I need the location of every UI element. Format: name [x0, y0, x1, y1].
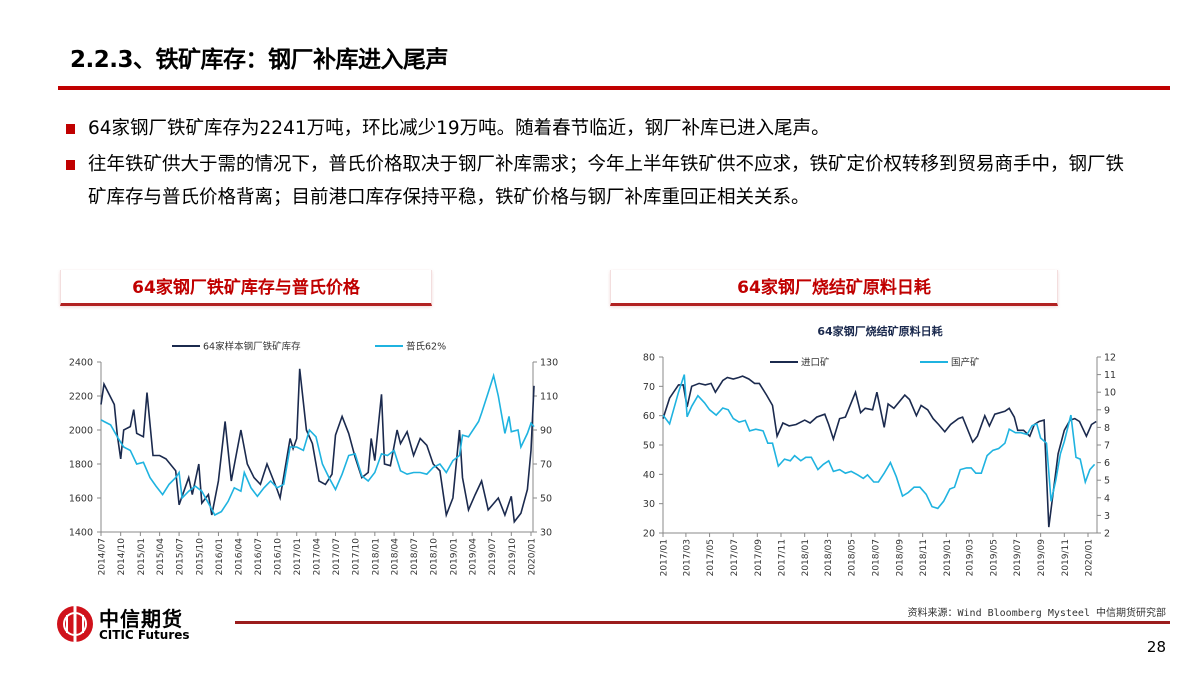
y-tick-label-left: 2400	[69, 358, 93, 369]
x-tick-label: 2019/03	[966, 539, 976, 576]
chart-box-title-right: 64家钢厂烧结矿原料日耗	[610, 270, 1058, 306]
x-tick-label: 2019/09	[1037, 539, 1047, 577]
x-tick-label: 2015/04	[156, 538, 166, 576]
x-tick-label: 2015/10	[195, 538, 205, 576]
x-tick-label: 2019/04	[469, 538, 479, 576]
series-line-light	[662, 374, 1096, 510]
y-tick-label-right: 130	[540, 358, 558, 369]
series-line-light	[100, 372, 535, 517]
y-tick-label-left: 2200	[69, 392, 93, 403]
legend-label: 国产矿	[951, 357, 980, 369]
legend-label: 进口矿	[801, 357, 830, 369]
x-tick-label: 2016/10	[274, 538, 284, 576]
y-tick-label-left: 2000	[69, 426, 93, 437]
x-tick-label: 2014/07	[98, 538, 108, 575]
x-tick-label: 2017/10	[352, 538, 362, 576]
series-line-dark	[100, 368, 535, 524]
chart2-title: 64家钢厂烧结矿原料日耗	[817, 324, 942, 338]
title-divider	[58, 86, 1170, 90]
logo-text-cn: 中信期货	[99, 607, 183, 631]
x-tick-label: 2020/01	[528, 538, 538, 575]
x-tick-label: 2015/01	[137, 538, 147, 575]
y-tick-label-left: 1800	[69, 460, 93, 471]
x-tick-label: 2017/05	[706, 539, 716, 576]
citic-logo-icon	[57, 606, 93, 642]
bullet-text: 64家钢厂铁矿库存为2241万吨，环比减少19万吨。随着春节临近，钢厂补库已进入…	[88, 118, 830, 139]
y-tick-label-left: 1600	[69, 494, 93, 505]
bullet-1: 64家钢厂铁矿库存为2241万吨，环比减少19万吨。随着春节临近，钢厂补库已进入…	[66, 112, 1126, 145]
x-tick-label: 2016/07	[254, 538, 264, 575]
footer-divider	[235, 621, 1170, 624]
x-tick-label: 2018/01	[801, 539, 811, 576]
page-title: 2.2.3、铁矿库存：钢厂补库进入尾声	[70, 47, 449, 73]
x-tick-label: 2019/01	[449, 538, 459, 575]
x-tick-label: 2017/11	[777, 539, 787, 576]
y-tick-label-right: 2	[1104, 529, 1110, 540]
legend-label: 普氏62%	[406, 341, 446, 353]
y-tick-label-right: 11	[1104, 370, 1116, 381]
x-tick-label: 2017/07	[730, 539, 740, 576]
x-tick-label: 2019/10	[508, 538, 518, 576]
x-tick-label: 2018/03	[824, 539, 834, 576]
x-tick-label: 2017/04	[313, 538, 323, 576]
y-tick-label-left: 60	[643, 411, 655, 422]
y-tick-label-right: 3	[1104, 511, 1110, 522]
y-tick-label-right: 10	[1104, 388, 1116, 399]
x-tick-label: 2018/05	[848, 539, 858, 576]
x-tick-label: 2017/07	[332, 538, 342, 575]
logo-text-en: CITIC Futures	[99, 628, 190, 642]
y-tick-label-left: 40	[643, 470, 655, 481]
y-tick-label-left: 20	[643, 529, 655, 540]
x-tick-label: 2016/01	[215, 538, 225, 575]
y-tick-label-left: 80	[643, 353, 655, 364]
y-tick-label-right: 6	[1104, 458, 1110, 469]
y-tick-label-right: 8	[1104, 423, 1110, 434]
x-tick-label: 2016/04	[234, 538, 244, 576]
bullet-2: 往年铁矿供大于需的情况下，普氏价格取决于钢厂补库需求；今年上半年铁矿供不应求，铁…	[66, 148, 1126, 214]
x-tick-label: 2018/07	[871, 539, 881, 576]
y-tick-label-left: 50	[643, 441, 655, 452]
y-tick-label-right: 5	[1104, 476, 1110, 487]
series-line-dark	[662, 375, 1097, 528]
x-tick-label: 2018/04	[391, 538, 401, 576]
y-tick-label-right: 90	[540, 426, 552, 437]
y-tick-label-right: 7	[1104, 441, 1110, 452]
x-tick-label: 2019/01	[943, 539, 953, 576]
y-tick-label-left: 70	[643, 382, 655, 393]
chart-box-title-left: 64家钢厂铁矿库存与普氏价格	[60, 270, 432, 306]
x-tick-label: 2014/10	[117, 538, 127, 576]
x-tick-label: 2019/05	[989, 539, 999, 576]
y-tick-label-right: 30	[540, 528, 552, 539]
bullet-square-icon	[66, 124, 75, 134]
y-tick-label-right: 50	[540, 494, 552, 505]
bullet-text: 往年铁矿供大于需的情况下，普氏价格取决于钢厂补库需求；今年上半年铁矿供不应求，铁…	[88, 154, 1125, 208]
x-tick-label: 2018/01	[371, 538, 381, 575]
x-tick-label: 2018/07	[410, 538, 420, 575]
y-tick-label-right: 9	[1104, 405, 1110, 416]
x-tick-label: 2018/10	[430, 538, 440, 576]
bullet-square-icon	[66, 160, 75, 170]
x-tick-label: 2018/09	[895, 539, 905, 577]
x-tick-label: 2020/01	[1085, 539, 1095, 576]
data-source: 资料来源：Wind Bloomberg Mysteel 中信期货研究部	[907, 608, 1166, 619]
x-tick-label: 2019/11	[1061, 539, 1071, 576]
x-tick-label: 2018/11	[919, 539, 929, 576]
x-tick-label: 2017/01	[293, 538, 303, 575]
y-tick-label-right: 4	[1104, 493, 1110, 504]
x-tick-label: 2019/07	[488, 538, 498, 575]
y-tick-label-left: 1400	[69, 528, 93, 539]
y-tick-label-right: 12	[1104, 353, 1116, 364]
page-number: 28	[1146, 638, 1166, 656]
x-tick-label: 2015/07	[176, 538, 186, 575]
x-tick-label: 2017/01	[660, 539, 670, 576]
x-tick-label: 2017/09	[754, 539, 764, 577]
x-tick-label: 2017/03	[682, 539, 692, 576]
legend-label: 64家样本钢厂铁矿库存	[203, 341, 301, 353]
citic-futures-logo: 中信期货 CITIC Futures	[55, 603, 205, 645]
y-tick-label-right: 70	[540, 460, 552, 471]
y-tick-label-right: 110	[540, 392, 558, 403]
x-tick-label: 2019/07	[1013, 539, 1023, 576]
y-tick-label-left: 30	[643, 499, 655, 510]
